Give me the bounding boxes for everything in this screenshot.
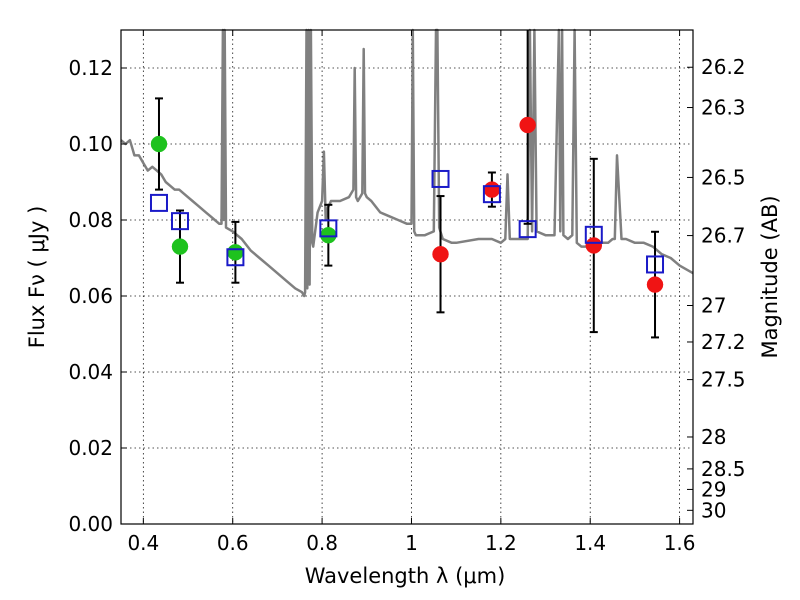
observed-point — [585, 237, 603, 254]
y2-tick-label: 27 — [701, 294, 726, 318]
model-point — [170, 212, 189, 231]
plot-frame — [120, 29, 694, 525]
y-tick-label: 0.06 — [68, 284, 113, 308]
observed-point — [519, 116, 536, 134]
y-tick-label: 0.00 — [68, 512, 113, 536]
y2-tick-label: 27.5 — [701, 368, 746, 392]
model-point — [319, 219, 338, 238]
y2-tick-label: 26.5 — [701, 165, 746, 189]
y2-tick-label: 26.7 — [701, 224, 746, 248]
observed-point — [171, 238, 189, 255]
y-tick-label: 0.12 — [68, 56, 113, 80]
model-point — [584, 225, 603, 244]
observed-point — [320, 226, 337, 244]
y2-tick-label: 30 — [701, 498, 726, 522]
model-point — [518, 220, 537, 239]
observed-point — [646, 276, 664, 293]
x-tick-label: 1.6 — [664, 531, 696, 555]
x-tick-label: 1.4 — [574, 531, 606, 555]
error-bars — [154, 30, 660, 339]
model-point — [646, 255, 665, 274]
y2-axis-label: Magnitude (AB) — [758, 195, 782, 358]
y2-tick-label: 26.2 — [701, 55, 746, 79]
y-tick-label: 0.04 — [68, 360, 113, 384]
y-tick-label: 0.08 — [68, 208, 113, 232]
spectrum-line — [120, 28, 694, 298]
model-point — [149, 193, 168, 212]
y2-tick-label: 29 — [701, 477, 726, 501]
axis-ticks: 0.4 0.6 0.8 1 1.2 1.4 1.6 0.00 0.02 0.04 0.06 0.08 0… — [68, 30, 746, 555]
y-tick-label: 0.02 — [68, 436, 113, 460]
x-tick-label: 1 — [405, 531, 418, 555]
y2-tick-label: 28 — [701, 425, 726, 449]
model-point — [482, 185, 501, 204]
y2-tick-label: 27.2 — [701, 330, 746, 354]
observed-point — [483, 181, 501, 198]
y2-tick-label: 26.3 — [701, 96, 746, 120]
grid-lines — [121, 30, 693, 525]
model-spectrum — [120, 28, 694, 298]
model-point — [431, 169, 450, 188]
observed-point — [227, 244, 244, 261]
y-tick-label: 0.10 — [68, 132, 113, 156]
data-points — [149, 116, 665, 293]
x-tick-label: 0.6 — [217, 531, 249, 555]
x-tick-label: 0.4 — [127, 531, 159, 555]
x-tick-label: 0.8 — [306, 531, 338, 555]
y2-tick-label: 28.5 — [701, 457, 746, 481]
observed-point — [432, 245, 449, 263]
x-tick-label: 1.2 — [485, 531, 517, 555]
y-axis-label: Flux Fν ( μJy ) — [25, 206, 49, 349]
model-point — [226, 248, 245, 267]
x-axis-label: Wavelength λ (μm) — [305, 564, 506, 588]
observed-point — [150, 135, 168, 153]
